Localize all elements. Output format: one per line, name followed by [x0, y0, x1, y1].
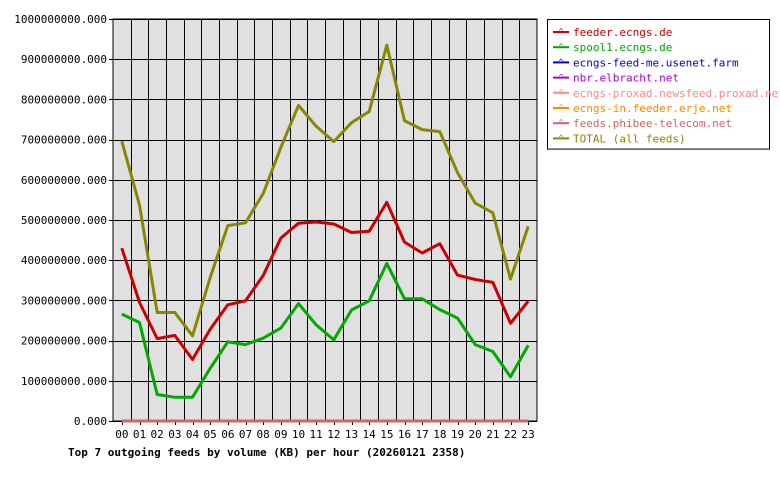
y-axis: 0.000 100000000.000 200000000.000 300000000…: [14, 13, 113, 428]
y-tick-label: 100000000.000: [21, 375, 107, 388]
y-tick-label: 700000000.000: [21, 134, 107, 147]
y-tick-label: 600000000.000: [21, 174, 107, 187]
y-tick-label: 900000000.000: [21, 53, 107, 66]
legend-marker: ^: [559, 118, 564, 127]
legend-entry: TOTAL (all feeds): [573, 132, 686, 145]
legend-entry: nbr.elbracht.net: [573, 72, 679, 85]
y-tick-label: 300000000.000: [21, 294, 107, 307]
x-tick-label: 14: [363, 428, 377, 441]
legend-marker: ^: [559, 88, 564, 97]
legend-entry: ecngs-proxad.newsfeed.proxad.net: [573, 87, 780, 100]
x-tick-label: 07: [239, 428, 252, 441]
series-lines: [120, 43, 530, 423]
x-tick-label: 19: [451, 428, 464, 441]
x-tick-label: 09: [274, 428, 287, 441]
legend-marker: ^: [559, 133, 564, 142]
x-tick-label: 13: [345, 428, 358, 441]
legend-marker: ^: [559, 57, 564, 66]
x-tick-label: 15: [380, 428, 393, 441]
x-tick-label: 06: [221, 428, 234, 441]
series-line: [120, 200, 530, 361]
legend: ^ feeder.ecngs.de ^ spool1.ecngs.de ^ ecngs-f…: [547, 19, 780, 150]
legend-box: [547, 19, 770, 150]
x-axis: 00 01 02 03 04 05 06 07 08 09 10 11 12 13 14 15 16 17 18 19…: [115, 421, 535, 441]
y-tick-label: 1000000000.000: [14, 13, 107, 26]
series-line: [120, 43, 530, 338]
y-tick-label: 400000000.000: [21, 254, 107, 267]
x-tick-label: 12: [327, 428, 340, 441]
x-tick-label: 08: [257, 428, 270, 441]
x-tick-label: 20: [469, 428, 482, 441]
x-tick-label: 17: [416, 428, 429, 441]
legend-entry: feeder.ecngs.de: [573, 26, 672, 39]
legend-entry: ecngs-feed-me.usenet.farm: [573, 56, 739, 69]
x-tick-label: 00: [115, 428, 128, 441]
legend-entry: spool1.ecngs.de: [573, 41, 672, 54]
y-tick-label: 200000000.000: [21, 335, 107, 348]
x-tick-label: 23: [522, 428, 535, 441]
x-tick-label: 21: [486, 428, 499, 441]
x-tick-label: 11: [310, 428, 323, 441]
x-tick-label: 03: [168, 428, 181, 441]
x-tick-label: 01: [133, 428, 146, 441]
legend-marker: ^: [559, 42, 564, 51]
y-tick-label: 800000000.000: [21, 93, 107, 106]
legend-marker: ^: [559, 103, 564, 112]
chart-title: Top 7 outgoing feeds by volume (KB) per …: [68, 446, 465, 459]
legend-entry: feeds.phibee-telecom.net: [573, 117, 732, 130]
plot-area: [112, 18, 538, 422]
x-tick-label: 05: [204, 428, 217, 441]
legend-marker: ^: [559, 73, 564, 82]
x-tick-label: 02: [151, 428, 164, 441]
x-tick-label: 04: [186, 428, 200, 441]
legend-marker: ^: [559, 27, 564, 36]
x-tick-label: 18: [433, 428, 446, 441]
series-line: [121, 261, 530, 399]
y-tick-label: 500000000.000: [21, 214, 107, 227]
x-tick-label: 16: [398, 428, 411, 441]
y-tick-label: 0.000: [74, 415, 107, 428]
x-tick-label: 22: [504, 428, 517, 441]
x-tick-label: 10: [292, 428, 305, 441]
legend-entry: ecngs-in.feeder.erje.net: [573, 102, 732, 115]
